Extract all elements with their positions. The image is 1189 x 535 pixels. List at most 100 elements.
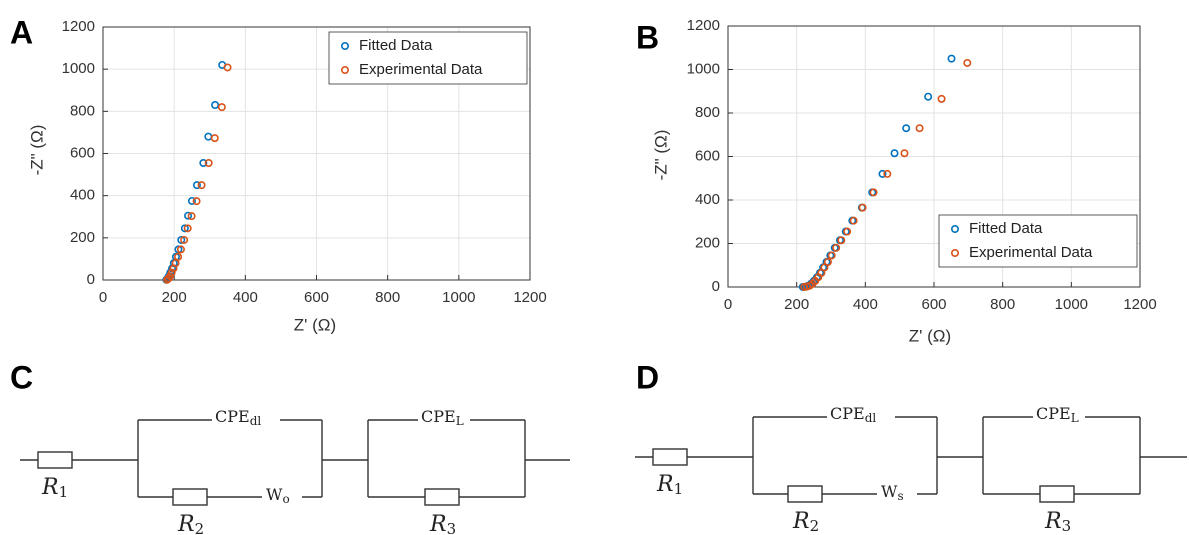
label-main: W xyxy=(881,482,898,501)
legend-box xyxy=(938,214,1138,268)
component-label: CPEdl xyxy=(215,407,261,428)
x-tick-label: 1200 xyxy=(513,289,546,306)
y-tick-label: 200 xyxy=(695,234,720,251)
circuit: R1 R2 R3 CPEdl CPEL Wo xyxy=(20,407,570,535)
resistor xyxy=(424,488,460,506)
data-point xyxy=(223,63,232,72)
data-point xyxy=(878,169,887,178)
x-axis-label: Z' (Ω) xyxy=(909,326,951,345)
data-point xyxy=(192,197,201,206)
circuit: R1 R2 R3 CPEdl CPEL Ws xyxy=(635,404,1187,535)
legend-label: Fitted Data xyxy=(359,37,433,54)
panel-letter: B xyxy=(636,19,659,55)
x-axis-label: Z' (Ω) xyxy=(294,315,336,334)
y-tick-label: 0 xyxy=(87,271,95,288)
label-sub: 1 xyxy=(674,480,684,498)
y-tick-label: 0 xyxy=(712,278,720,295)
component-label: R1 xyxy=(656,472,683,498)
label-sub: 3 xyxy=(1062,517,1072,535)
wire xyxy=(982,416,1141,495)
data-point xyxy=(204,158,213,167)
y-tick-label: 1000 xyxy=(687,60,720,77)
y-axis-label: -Z" (Ω) xyxy=(27,125,46,176)
label-main: CPE xyxy=(215,407,250,426)
resistor xyxy=(652,448,688,466)
x-tick-label: 800 xyxy=(990,296,1015,313)
x-tick-label: 400 xyxy=(233,289,258,306)
y-tick-label: 1200 xyxy=(62,18,95,35)
y-tick-label: 400 xyxy=(70,187,95,204)
y-tick-label: 600 xyxy=(70,144,95,161)
data-point xyxy=(163,275,172,284)
component-label: R2 xyxy=(177,512,204,535)
data-point xyxy=(800,282,809,291)
data-point xyxy=(180,235,189,244)
label-bg xyxy=(877,485,917,503)
label-main: R xyxy=(41,475,59,500)
data-point xyxy=(169,264,178,273)
data-point xyxy=(211,101,220,110)
x-tick-label: 0 xyxy=(99,289,107,306)
resistor xyxy=(37,451,73,469)
data-point xyxy=(187,196,196,205)
legend-label: Fitted Data xyxy=(969,220,1043,237)
label-sub: 3 xyxy=(447,520,457,535)
data-point xyxy=(183,224,192,233)
x-tick-label: 800 xyxy=(375,289,400,306)
label-main: R xyxy=(177,512,195,535)
data-point xyxy=(210,134,219,143)
data-point xyxy=(174,245,183,254)
panel-letter: C xyxy=(10,359,33,395)
label-bg xyxy=(418,410,470,428)
data-point xyxy=(869,188,878,197)
data-point xyxy=(199,158,208,167)
component-label: R3 xyxy=(1044,509,1071,535)
label-sub: L xyxy=(456,414,464,428)
data-point xyxy=(192,181,201,190)
wire xyxy=(752,416,938,495)
x-tick-label: 1000 xyxy=(442,289,475,306)
data-point xyxy=(180,224,189,233)
label-sub: dl xyxy=(250,414,262,428)
component-label: CPEL xyxy=(421,407,464,428)
label-sub: L xyxy=(1071,411,1079,425)
label-bg xyxy=(212,410,280,428)
data-point xyxy=(827,251,836,260)
data-point xyxy=(937,94,946,103)
label-main: CPE xyxy=(421,407,456,426)
resistor xyxy=(172,488,208,506)
x-tick-label: 600 xyxy=(304,289,329,306)
label-sub: 2 xyxy=(195,520,205,535)
legend-label: Experimental Data xyxy=(359,61,483,78)
data-point xyxy=(915,124,924,133)
axes-box xyxy=(102,26,531,281)
y-tick-label: 1200 xyxy=(687,17,720,34)
x-tick-label: 1000 xyxy=(1055,296,1088,313)
legend-label: Experimental Data xyxy=(969,244,1093,261)
data-point xyxy=(947,54,956,63)
data-point xyxy=(890,149,899,158)
data-point xyxy=(843,227,852,236)
x-tick-label: 200 xyxy=(162,289,187,306)
component-label: Ws xyxy=(881,482,904,503)
data-point xyxy=(217,103,226,112)
label-bg xyxy=(1033,407,1085,425)
data-point xyxy=(832,243,841,252)
label-main: R xyxy=(1044,509,1062,534)
data-point xyxy=(837,236,846,245)
label-bg xyxy=(827,407,895,425)
label-main: CPE xyxy=(830,404,865,423)
label-sub: s xyxy=(897,489,903,503)
legend-marker xyxy=(950,249,959,258)
component-label: CPEL xyxy=(1036,404,1079,425)
component-label: R1 xyxy=(41,475,68,501)
component-label: R2 xyxy=(792,509,819,535)
data-point xyxy=(924,92,933,101)
resistor xyxy=(1039,485,1075,503)
x-tick-label: 400 xyxy=(853,296,878,313)
data-point xyxy=(187,212,196,221)
y-tick-label: 600 xyxy=(695,147,720,164)
component-label: CPEdl xyxy=(830,404,876,425)
label-bg xyxy=(262,488,302,506)
